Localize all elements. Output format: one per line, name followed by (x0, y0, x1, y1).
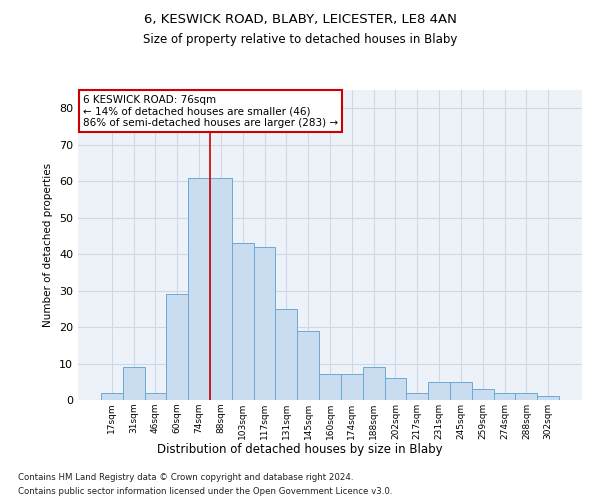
Text: Contains public sector information licensed under the Open Government Licence v3: Contains public sector information licen… (18, 488, 392, 496)
Bar (472, 389, 494, 400)
Bar (166, 294, 188, 400)
Bar (254, 247, 275, 400)
Bar (319, 374, 341, 400)
Text: 6, KESWICK ROAD, BLABY, LEICESTER, LE8 4AN: 6, KESWICK ROAD, BLABY, LEICESTER, LE8 4… (143, 12, 457, 26)
Bar (210, 178, 232, 400)
Bar (515, 392, 537, 400)
Y-axis label: Number of detached properties: Number of detached properties (43, 163, 53, 327)
Bar (275, 309, 297, 400)
Bar (406, 392, 428, 400)
Bar (101, 392, 123, 400)
Bar (341, 374, 363, 400)
Bar (232, 243, 254, 400)
Text: Contains HM Land Registry data © Crown copyright and database right 2024.: Contains HM Land Registry data © Crown c… (18, 472, 353, 482)
Text: Size of property relative to detached houses in Blaby: Size of property relative to detached ho… (143, 32, 457, 46)
Bar (363, 367, 385, 400)
Bar (145, 392, 166, 400)
Bar (494, 392, 515, 400)
Bar (428, 382, 450, 400)
Bar (123, 367, 145, 400)
Text: 6 KESWICK ROAD: 76sqm
← 14% of detached houses are smaller (46)
86% of semi-deta: 6 KESWICK ROAD: 76sqm ← 14% of detached … (83, 94, 338, 128)
Text: Distribution of detached houses by size in Blaby: Distribution of detached houses by size … (157, 442, 443, 456)
Bar (188, 178, 210, 400)
Bar (385, 378, 406, 400)
Bar (297, 330, 319, 400)
Bar (537, 396, 559, 400)
Bar (450, 382, 472, 400)
